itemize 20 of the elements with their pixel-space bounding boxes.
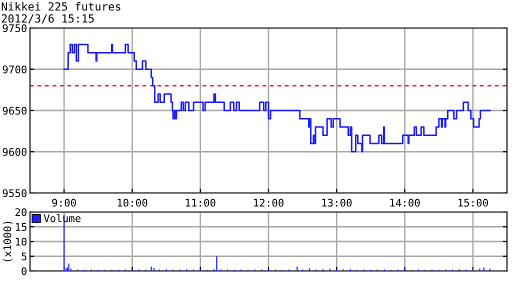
y-tick-label: 9700 [2,66,27,74]
x-tick-label: 11:00 [186,198,216,207]
y-axis-title: (x1000) [3,222,12,262]
y-tick-label: 9600 [2,148,27,156]
y-tick-label: 0 [22,267,27,276]
y-tick-label: 9750 [2,24,27,32]
chart-subtitle: 2012/3/6 15:15 [2,14,94,24]
x-tick-label: 15:00 [458,198,488,207]
chart-title: Nikkei 225 futures [2,2,120,11]
y-tick-label: 9550 [2,189,27,198]
x-tick-label: 13:00 [322,198,352,207]
y-tick-label: 10 [16,238,27,246]
x-tick-label: 12:00 [254,198,284,207]
x-tick-label: 9:00 [52,198,76,207]
y-tick-label: 9650 [2,106,27,115]
y-tick-label: 5 [22,252,26,260]
x-tick-label: 10:00 [118,198,148,207]
y-tick-label: 20 [15,208,27,216]
x-tick-label: 14:00 [390,198,420,207]
y-tick-label: 15 [16,223,26,231]
